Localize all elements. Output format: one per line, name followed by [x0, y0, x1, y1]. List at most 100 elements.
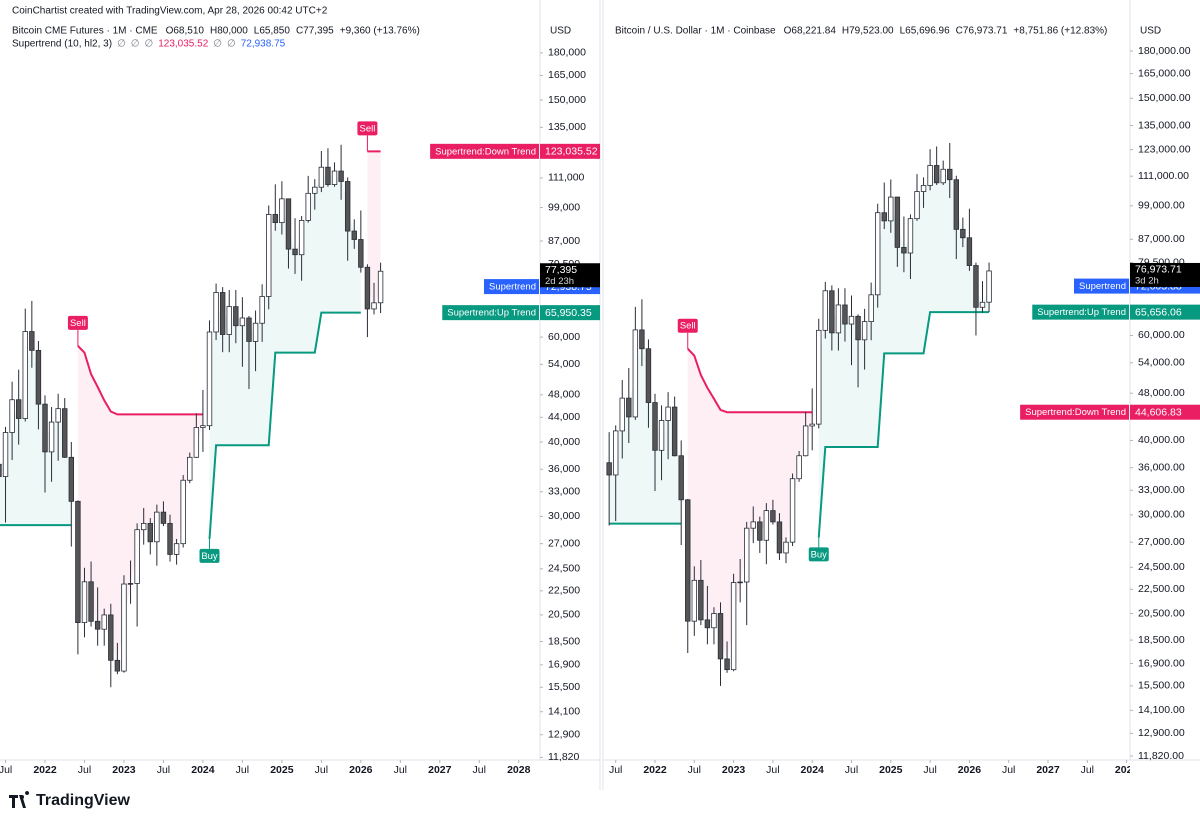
indicator-legend-item: ∅: [131, 39, 140, 50]
price-tag-value-box: [540, 305, 600, 321]
ohlc-value: O68,510: [166, 26, 205, 37]
candle-body: [101, 614, 107, 630]
last-price: 77,395: [545, 264, 577, 276]
ohlc-value: O68,221.84: [784, 26, 837, 37]
y-tick-label: 111,000: [548, 172, 585, 184]
candle-body: [724, 658, 730, 671]
y-tick-label: 87,000.00: [1138, 233, 1185, 245]
symbol-title: Bitcoin / U.S. Dollar · 1M · Coinbase: [615, 26, 776, 37]
candle-body: [619, 397, 625, 432]
trend-fill: [367, 151, 381, 306]
y-tick-label: 99,000.00: [1138, 200, 1185, 212]
candle-body: [81, 581, 88, 624]
x-tick-label: 2028: [1115, 764, 1139, 776]
y-tick-label: 12,900: [548, 729, 580, 741]
signal-label: Sell: [67, 315, 88, 346]
candle-body: [338, 170, 344, 182]
candle-body: [114, 659, 121, 672]
candle-body: [933, 165, 940, 184]
y-tick-label: 48,000: [548, 389, 580, 401]
signal-label: Buy: [199, 538, 220, 563]
price-tag-name-box: [1073, 278, 1129, 294]
price-tag-name: Supertrend:Down Trend: [435, 146, 536, 157]
candle-body: [35, 349, 42, 405]
candle-body: [626, 397, 632, 418]
candle-body: [226, 306, 232, 335]
candle-body: [763, 510, 770, 541]
x-tick-label: Jul: [688, 764, 701, 776]
price-tag-name-box: [483, 279, 539, 295]
x-tick-label: 2024: [801, 764, 825, 776]
candle-body: [639, 329, 645, 350]
x-tick-label: Jul: [78, 764, 91, 776]
price-tag-value: 65,950.35: [545, 307, 592, 319]
candle-body: [914, 191, 920, 220]
price-tag-value-box: [1130, 304, 1200, 320]
ohlc-value: L65,850: [254, 26, 291, 37]
price-tag: 65,656.06 Supertrend:Up Trend: [1032, 304, 1200, 320]
candle-body: [213, 292, 219, 333]
y-tick-label: 24,500: [548, 563, 580, 575]
candle-body: [88, 581, 94, 622]
y-tick-label: 30,000: [548, 510, 580, 522]
candle-body: [855, 315, 861, 341]
candle-body: [371, 302, 377, 310]
candle-body: [94, 620, 101, 630]
candle-body: [180, 479, 186, 545]
y-tick-label: 11,820.00: [1138, 750, 1184, 762]
y-tick-label: 180,000.00: [1138, 45, 1191, 57]
candle-body: [0, 463, 2, 477]
candle-body: [652, 402, 658, 451]
price-tag-value-box: [1130, 404, 1200, 420]
ohlc-value: +9,360 (+13.76%): [340, 26, 420, 37]
indicator-legend-item: ∅: [227, 39, 236, 50]
candle-body: [907, 218, 914, 254]
x-tick-label: 2026: [958, 764, 982, 776]
price-tag: 123,035.52 Supertrend:Down Trend: [430, 143, 600, 159]
candle-body: [613, 430, 619, 476]
ohlc-value: L65,696.96: [900, 26, 950, 37]
candle-body: [632, 329, 639, 418]
candle-body: [979, 301, 986, 308]
candle-body: [127, 583, 134, 585]
candle-body: [55, 408, 61, 423]
symbol-title: Bitcoin CME Futures · 1M · CME: [12, 26, 158, 37]
y-tick-label: 27,000.00: [1138, 536, 1185, 548]
price-tag-name-box: [1032, 304, 1129, 320]
candle-body: [770, 510, 776, 523]
candle-body: [822, 290, 828, 331]
currency: USD: [550, 26, 571, 37]
y-tick-label: 27,000: [548, 537, 580, 549]
supertrend-down: [77, 150, 381, 416]
y-tick-label: 18,500: [548, 635, 580, 647]
x-tick-label: Jul: [845, 764, 858, 776]
attribution: CoinChartist created with TradingView.co…: [12, 6, 328, 17]
supertrend-up: [609, 311, 990, 538]
y-tick-label: 30,000.00: [1138, 509, 1185, 521]
signal-box: [357, 121, 378, 136]
price-axis: 180,000 165,000 150,000 135,000 111,000 99,00…: [540, 47, 586, 763]
candle-body: [973, 265, 979, 308]
x-tick-label: 2026: [349, 764, 373, 776]
candle-body: [947, 168, 953, 181]
candle-body: [986, 270, 992, 303]
price-tag: 44,606.83 Supertrend:Down Trend: [1020, 404, 1200, 420]
trend-fill: [77, 345, 203, 666]
candle-body: [809, 423, 815, 427]
candle-body: [279, 198, 285, 224]
brand-logo: [9, 791, 30, 808]
signal-box: [677, 318, 698, 333]
candle-body: [730, 582, 737, 671]
candle-body: [160, 511, 167, 524]
price-tag-name: Supertrend:Up Trend: [1037, 307, 1126, 318]
candle-body: [920, 185, 927, 192]
plot-area: [0, 144, 384, 688]
y-tick-label: 12,900.00: [1138, 727, 1185, 739]
y-tick-label: 22,500: [548, 585, 580, 597]
y-tick-label: 165,000: [548, 69, 586, 81]
candle-body: [875, 212, 881, 296]
y-tick-label: 135,000.00: [1138, 119, 1191, 131]
candle-body: [167, 523, 173, 555]
candle-body: [678, 455, 684, 501]
x-tick-label: Jul: [1002, 764, 1015, 776]
